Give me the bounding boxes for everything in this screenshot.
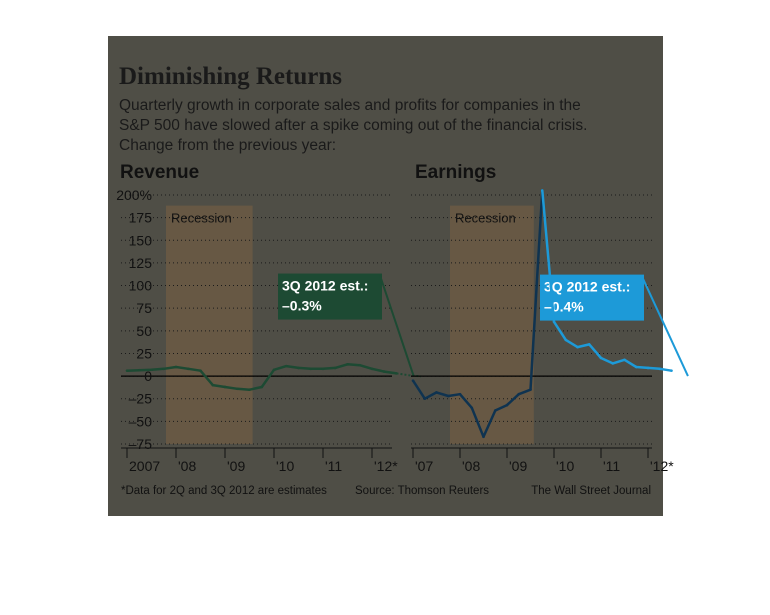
revenue-data-point [370, 367, 374, 371]
credit: The Wall Street Journal [531, 485, 651, 497]
earnings-recession-label: Recession [455, 211, 516, 226]
x-tick-label: '11 [325, 458, 342, 474]
earnings-data-point [482, 435, 485, 439]
earnings-recession-band [450, 205, 534, 444]
revenue-data-point [358, 363, 362, 367]
y-tick-label: 25 [136, 345, 152, 361]
revenue-data-point [223, 385, 227, 389]
y-tick-label: 175 [129, 210, 153, 226]
earnings-data-point [470, 406, 474, 410]
revenue-data-point [150, 368, 153, 372]
revenue-data-point [211, 383, 215, 387]
y-tick-label: 200% [116, 187, 152, 203]
revenue-data-point [199, 369, 202, 372]
earnings-data-point [446, 394, 450, 398]
x-tick-label: '10 [276, 458, 294, 474]
earnings-data-point [435, 391, 438, 394]
earnings-data-point [634, 365, 638, 369]
earnings-data-point [411, 379, 415, 382]
earnings-data-point [505, 403, 509, 407]
revenue-data-point [186, 367, 190, 371]
revenue-data-point [248, 388, 251, 391]
earnings-data-point [599, 356, 603, 360]
y-tick-label: 100 [129, 278, 153, 294]
revenue-callout-line-2: –0.3% [282, 298, 322, 314]
earnings-series-line [541, 190, 672, 372]
x-tick-label: '08 [178, 458, 196, 474]
x-tick-label: '07 [415, 458, 433, 474]
earnings-panel: Earnings Recession '07 '08 '09 '10 '11 '12* 3Q 2… [411, 162, 689, 474]
revenue-data-point [309, 367, 313, 371]
subtitle-line-1: Quarterly growth in corporate sales and … [119, 97, 581, 114]
subtitle-line-3: Change from the previous year: [119, 137, 336, 154]
y-tick-label: –25 [129, 391, 153, 407]
earnings-data-point [540, 189, 544, 192]
source-note: Source: Thomson Reuters [355, 485, 489, 497]
revenue-data-point [321, 367, 325, 371]
revenue-callout-line-1: 3Q 2012 est.: [282, 278, 368, 294]
y-tick-label: –75 [129, 436, 153, 452]
x-tick-label: '11 [603, 458, 620, 474]
earnings-data-point [670, 369, 673, 372]
subtitle-line-2: S&P 500 have slowed after a spike coming… [119, 117, 587, 134]
earnings-data-point [529, 388, 532, 391]
revenue-data-point [235, 387, 239, 391]
earnings-callout-line-2: –0.4% [544, 299, 584, 315]
revenue-data-point [333, 366, 337, 370]
revenue-data-point [174, 365, 178, 369]
y-tick-label: 0 [144, 368, 152, 384]
x-tick-label: 2007 [129, 458, 160, 474]
earnings-series-line [411, 190, 544, 439]
revenue-data-point [382, 370, 386, 373]
y-tick-label: 50 [136, 323, 152, 339]
chart-title: Diminishing Returns [119, 63, 342, 90]
revenue-panel: RevenueRecession–75–50–25025507510012515… [116, 162, 422, 474]
revenue-callout-pointer [379, 275, 415, 377]
x-tick-label: '08 [462, 458, 480, 474]
footnote: *Data for 2Q and 3Q 2012 are estimates [121, 485, 327, 497]
revenue-data-point [137, 368, 141, 372]
earnings-data-point [611, 362, 615, 365]
y-tick-label: –50 [129, 413, 153, 429]
x-tick-label: '10 [556, 458, 574, 474]
earnings-data-point [493, 409, 497, 412]
earnings-data-point [458, 392, 462, 396]
earnings-data-point [564, 338, 568, 342]
revenue-data-point [162, 367, 166, 371]
revenue-data-point [125, 369, 129, 372]
revenue-recession-band [166, 205, 253, 444]
earnings-panel-title: Earnings [415, 162, 496, 183]
x-tick-label: '09 [509, 458, 527, 474]
revenue-panel-title: Revenue [120, 162, 199, 183]
revenue-data-point [272, 368, 276, 372]
earnings-callout-box [540, 274, 644, 321]
y-tick-label: 125 [129, 255, 153, 271]
x-tick-label: '09 [227, 458, 245, 474]
earnings-data-point [423, 397, 427, 401]
earnings-data-point [658, 367, 662, 371]
revenue-callout-box [278, 273, 382, 320]
earnings-data-point [517, 392, 521, 396]
y-tick-label: 150 [129, 232, 153, 248]
earnings-data-point [552, 320, 556, 324]
earnings-data-point [576, 345, 579, 349]
x-tick-label: '12* [650, 458, 674, 474]
earnings-data-point [623, 358, 626, 362]
revenue-data-point [346, 363, 349, 366]
y-tick-label: 75 [136, 300, 152, 316]
earnings-data-point [587, 343, 591, 346]
earnings-callout-line-1: 3Q 2012 est.: [544, 279, 630, 295]
earnings-data-point [646, 366, 650, 370]
x-tick-label: '12* [374, 458, 398, 474]
revenue-data-point [260, 385, 264, 389]
revenue-data-point [284, 364, 288, 368]
earnings-callout-pointer [641, 276, 689, 377]
revenue-data-point [297, 366, 300, 370]
